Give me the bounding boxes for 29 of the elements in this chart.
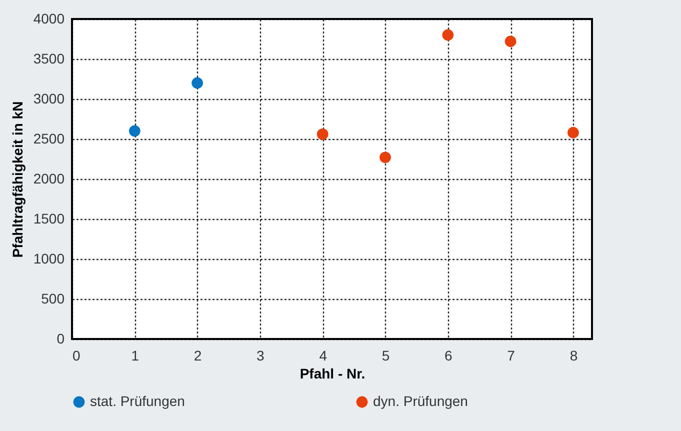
- point: [192, 77, 203, 89]
- y-tick-label: 2000: [33, 170, 65, 186]
- y-tick-label: 0: [56, 330, 65, 346]
- legend-label: dyn. Prüfungen: [373, 393, 468, 409]
- x-tick-label: 4: [319, 348, 328, 364]
- x-tick-label: 6: [444, 348, 453, 364]
- x-tick-label: 3: [256, 348, 265, 364]
- y-tick-label: 1500: [33, 210, 65, 226]
- y-tick-label: 1000: [33, 250, 65, 266]
- point: [128, 125, 140, 137]
- x-tick-label: 8: [570, 348, 578, 364]
- y-axis-title: Pfahltragfähigkeit in kN: [9, 101, 26, 258]
- x-tick-label: 0: [72, 348, 80, 364]
- y-tick-label: 4000: [33, 10, 65, 26]
- x-tick-label: 1: [131, 348, 140, 364]
- x-tick-label: 7: [507, 348, 516, 364]
- y-tick-label: 2500: [33, 130, 65, 146]
- y-tick-label: 3500: [33, 50, 65, 66]
- x-tick-label: 5: [382, 348, 390, 364]
- x-tick-label: 2: [194, 348, 202, 364]
- y-tick-label: 3000: [33, 90, 65, 106]
- point: [504, 36, 516, 48]
- legend-label: stat. Prüfungen: [90, 393, 185, 409]
- point: [442, 29, 454, 41]
- y-tick-label: 500: [41, 290, 65, 306]
- point: [316, 128, 328, 140]
- point: [568, 126, 579, 138]
- x-axis-title: Pfahl - Nr.: [300, 366, 366, 382]
- point: [380, 152, 391, 164]
